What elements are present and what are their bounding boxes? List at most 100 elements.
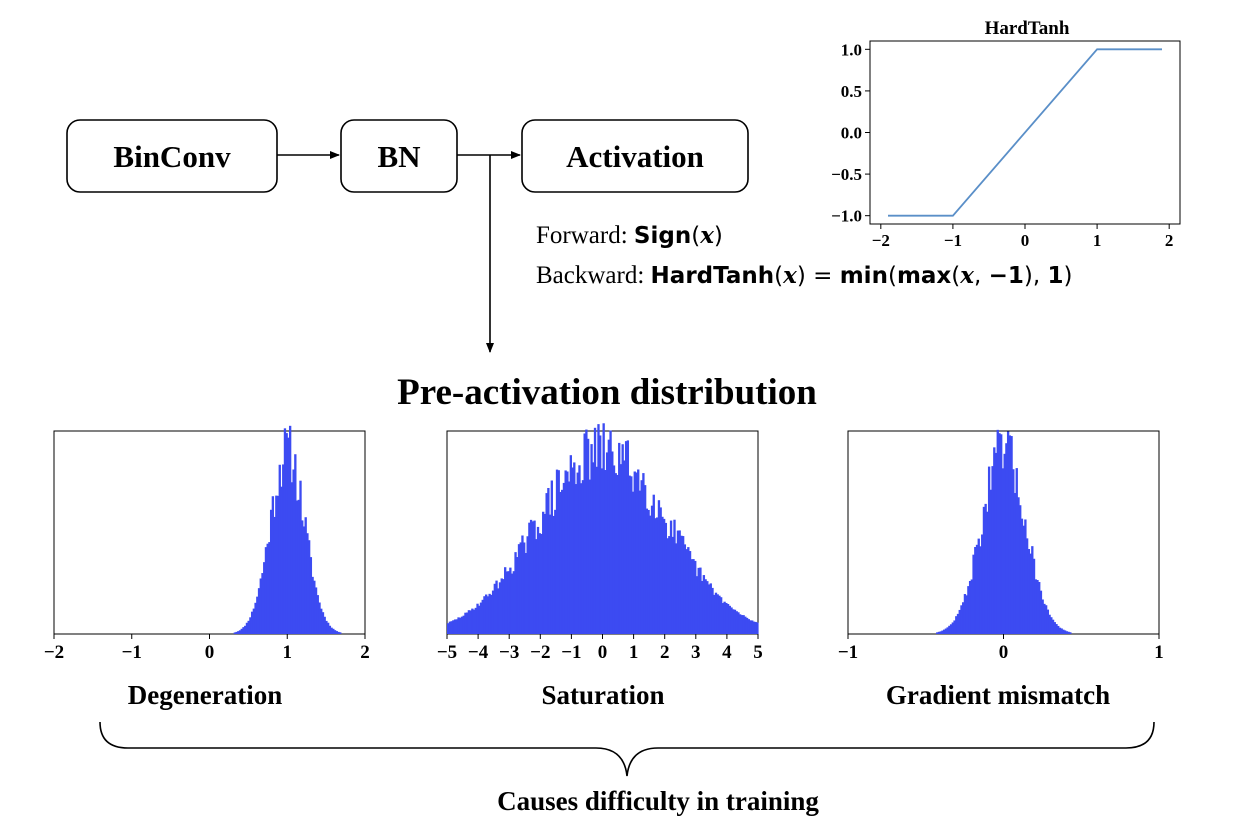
histogram-bar bbox=[692, 559, 695, 634]
histogram-bar bbox=[478, 605, 481, 634]
histogram-bar bbox=[683, 544, 687, 634]
histogram-bar bbox=[261, 573, 264, 634]
histogram-bar bbox=[301, 520, 304, 634]
histogram-bar bbox=[542, 511, 545, 634]
histogram-xtick-label: −1 bbox=[561, 642, 581, 663]
binconv-block: BinConv bbox=[66, 119, 278, 193]
histogram-bar bbox=[960, 605, 963, 634]
histogram-bar bbox=[711, 587, 714, 634]
histogram-bar bbox=[455, 619, 458, 634]
histogram-bar bbox=[635, 472, 638, 634]
histogram-bar bbox=[533, 520, 536, 634]
histogram-bar bbox=[332, 628, 335, 634]
histogram-bar bbox=[647, 509, 650, 634]
histogram-bar bbox=[273, 516, 276, 634]
histogram-bar bbox=[288, 425, 292, 634]
binconv-label: BinConv bbox=[113, 139, 231, 174]
histogram-bar bbox=[311, 576, 314, 634]
histogram-bar bbox=[555, 469, 559, 634]
histogram-bar bbox=[656, 517, 659, 634]
histogram-bar bbox=[457, 617, 460, 634]
histogram-bar bbox=[571, 467, 574, 634]
histogram-bar bbox=[578, 465, 581, 634]
histogram-xtick-label: −3 bbox=[499, 642, 519, 663]
histogram-bar bbox=[1048, 614, 1051, 634]
histogram-bar bbox=[593, 427, 597, 634]
histogram-bar bbox=[1046, 609, 1050, 634]
histogram-bar bbox=[754, 621, 757, 634]
histogram-bar bbox=[744, 616, 747, 634]
histogram-bar bbox=[671, 536, 674, 634]
histogram-bar bbox=[745, 617, 749, 634]
histogram-bar bbox=[1008, 435, 1012, 634]
histogram-bar bbox=[323, 616, 326, 634]
histogram-bar bbox=[630, 476, 633, 634]
histogram-bar bbox=[517, 544, 521, 634]
histogram-bar bbox=[979, 546, 982, 634]
histogram-bar bbox=[984, 503, 987, 634]
histogram-bar bbox=[469, 610, 472, 634]
histogram-xtick-label: 3 bbox=[691, 642, 701, 663]
bn-label: BN bbox=[377, 139, 420, 174]
histogram-bar bbox=[1024, 519, 1027, 634]
histogram-bar bbox=[713, 594, 716, 634]
histogram-bar bbox=[252, 608, 256, 634]
histogram-bar bbox=[316, 595, 319, 634]
histogram-bar bbox=[1013, 493, 1017, 634]
histogram-bar bbox=[1063, 630, 1067, 634]
histogram-bar bbox=[975, 544, 979, 634]
histogram-bar bbox=[566, 471, 569, 634]
histogram-bar bbox=[989, 489, 993, 634]
histogram-bar bbox=[987, 466, 991, 634]
histogram-bar bbox=[1062, 629, 1065, 634]
histogram-xtick-label: −4 bbox=[468, 642, 489, 663]
histogram-bar bbox=[998, 433, 1001, 634]
histogram-bar bbox=[649, 515, 652, 634]
histogram-bar bbox=[702, 575, 706, 634]
histogram-bar bbox=[269, 509, 273, 634]
histogram-bar bbox=[972, 554, 975, 634]
histogram-bar bbox=[297, 499, 300, 634]
histogram-bar bbox=[249, 617, 252, 634]
histogram-bar bbox=[460, 616, 464, 634]
histogram-bar bbox=[1000, 434, 1003, 634]
histogram-bar bbox=[949, 624, 953, 634]
histogram-bar bbox=[650, 505, 654, 634]
histogram-bar bbox=[953, 620, 956, 634]
histogram-bar bbox=[685, 549, 688, 634]
histogram-bar bbox=[490, 594, 493, 634]
histogram-bar bbox=[747, 619, 750, 634]
histogram-bar bbox=[730, 607, 733, 634]
histogram-bar bbox=[498, 582, 502, 634]
histogram-bar bbox=[259, 578, 262, 634]
histogram-bar bbox=[643, 485, 647, 634]
histogram-bar bbox=[448, 621, 452, 634]
hardtanh-xtick-label: 0 bbox=[1021, 231, 1030, 250]
hardtanh-title: HardTanh bbox=[985, 18, 1070, 39]
histogram-bar bbox=[278, 464, 281, 634]
histogram-bar bbox=[597, 424, 600, 634]
histogram-bar bbox=[472, 609, 476, 634]
histogram-bar bbox=[592, 462, 595, 634]
histogram-xtick-label: 1 bbox=[1154, 642, 1164, 663]
histogram-bar bbox=[709, 583, 712, 634]
histogram-bar bbox=[1029, 553, 1032, 634]
histogram-bar bbox=[318, 602, 321, 634]
hardtanh-ytick-label: −1.0 bbox=[831, 207, 862, 226]
histogram-xtick-label: 1 bbox=[283, 642, 293, 663]
histogram-bar bbox=[1032, 558, 1036, 634]
histogram-bar bbox=[994, 452, 998, 634]
histogram-bar bbox=[266, 543, 269, 634]
histogram-bar bbox=[623, 460, 626, 634]
histogram-bar bbox=[1065, 631, 1069, 634]
histogram-bar bbox=[1015, 468, 1018, 634]
histogram-bar bbox=[521, 535, 524, 634]
histogram-bar bbox=[716, 594, 719, 634]
histogram-bar bbox=[333, 630, 337, 634]
histogram-bar bbox=[602, 423, 605, 634]
histogram-bar bbox=[726, 603, 730, 634]
histogram-bar bbox=[280, 486, 283, 634]
histogram-bar bbox=[1055, 624, 1058, 634]
histogram-bar bbox=[330, 627, 333, 634]
histogram-bar bbox=[687, 547, 690, 634]
